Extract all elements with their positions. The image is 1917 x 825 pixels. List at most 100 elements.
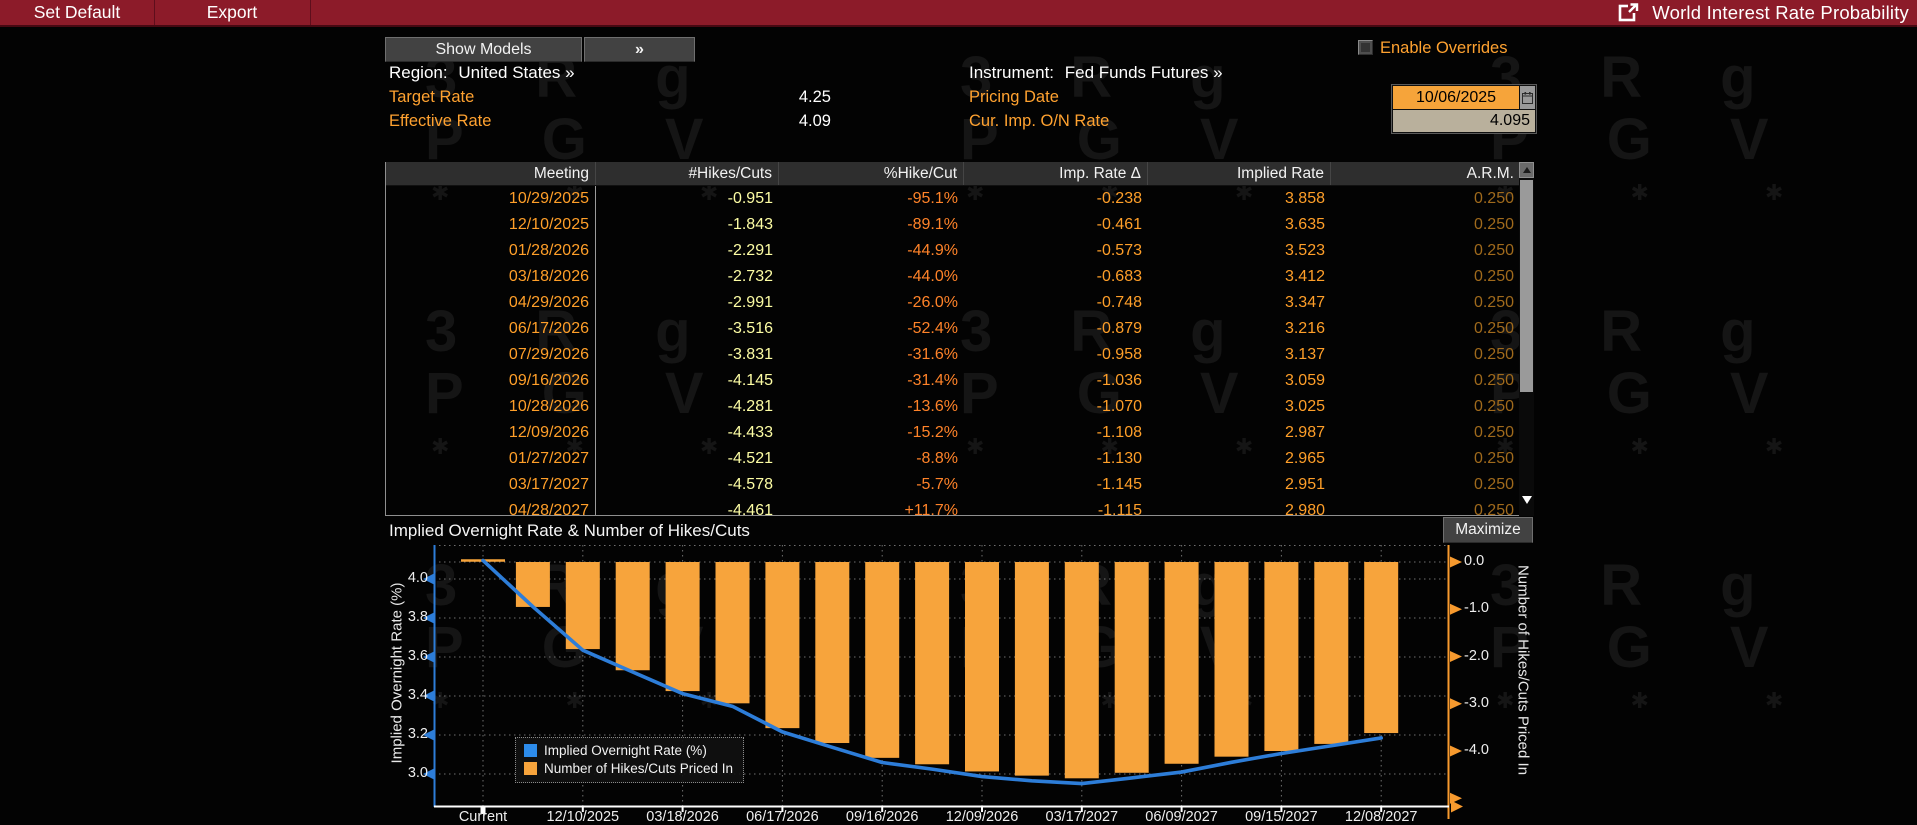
column-header-imp-rate-delta[interactable]: Imp. Rate Δ <box>964 162 1148 185</box>
hikes-cuts-bar[interactable] <box>515 562 550 607</box>
hikes-cuts-bar[interactable] <box>915 562 950 765</box>
table-row[interactable]: 03/17/2027 -4.578 -5.7% -1.145 2.951 0.250 <box>386 472 1534 498</box>
show-models-button[interactable]: Show Models <box>385 37 582 62</box>
hikes-cuts-bar[interactable] <box>1364 562 1399 734</box>
hikes-cuts-bar[interactable] <box>1164 562 1199 764</box>
instrument-label: Instrument: <box>969 63 1055 82</box>
cell-meeting: 12/09/2026 <box>386 420 596 446</box>
cell-meeting: 07/29/2026 <box>386 342 596 368</box>
legend-item-implied-rate: Implied Overnight Rate (%) <box>524 743 733 758</box>
right-axis-tick-arrow-icon <box>1450 745 1462 757</box>
cell-pct-hike-cut: -31.4% <box>907 372 958 389</box>
cell-arm: 0.250 <box>1473 502 1514 516</box>
cell-arm: 0.250 <box>1473 398 1514 415</box>
column-header-pct-hike-cut[interactable]: %Hike/Cut <box>779 162 964 185</box>
table-row[interactable]: 12/09/2026 -4.433 -15.2% -1.108 2.987 0.250 <box>386 420 1534 446</box>
cell-hikes-cuts: -4.461 <box>727 502 773 516</box>
cell-imp-rate-delta: -0.683 <box>1096 268 1142 285</box>
cell-hikes-cuts: -2.732 <box>727 268 773 285</box>
table-row[interactable]: 03/18/2026 -2.732 -44.0% -0.683 3.412 0.250 <box>386 264 1534 290</box>
left-axis-tick-arrow-icon <box>423 612 434 624</box>
hikes-cuts-bar[interactable] <box>1014 562 1049 776</box>
hikes-cuts-bar[interactable] <box>865 562 900 758</box>
column-header-hikes-cuts[interactable]: #Hikes/Cuts <box>596 162 779 185</box>
bar-series-swatch-icon <box>524 762 537 775</box>
expand-models-button[interactable]: » <box>584 37 695 62</box>
table-row[interactable]: 10/29/2025 -0.951 -95.1% -0.238 3.858 0.250 <box>386 186 1534 212</box>
cell-arm: 0.250 <box>1473 372 1514 389</box>
override-inputs <box>1391 84 1537 134</box>
pricing-date-input[interactable] <box>1393 86 1519 109</box>
x-axis-tick: 09/16/2026 <box>845 809 919 825</box>
table-body: 10/29/2025 -0.951 -95.1% -0.238 3.858 0.250 12… <box>386 186 1534 516</box>
hikes-cuts-bar[interactable] <box>1214 562 1249 757</box>
hikes-cuts-bar[interactable] <box>765 562 800 729</box>
cell-arm: 0.250 <box>1473 242 1514 259</box>
right-axis-tick-arrow-icon <box>1450 792 1462 804</box>
maximize-button[interactable]: Maximize <box>1443 517 1533 543</box>
table-row[interactable]: 01/27/2027 -4.521 -8.8% -1.130 2.965 0.250 <box>386 446 1534 472</box>
table-row[interactable]: 01/28/2026 -2.291 -44.9% -0.573 3.523 0.250 <box>386 238 1534 264</box>
hikes-cuts-bar[interactable] <box>665 562 700 692</box>
cell-meeting: 10/28/2026 <box>386 394 596 420</box>
hikes-cuts-bar[interactable] <box>715 562 750 704</box>
table-scrollbar[interactable] <box>1519 162 1534 516</box>
left-axis-tick-arrow-icon <box>423 651 434 663</box>
implied-rate-line[interactable] <box>481 558 1384 786</box>
export-button[interactable]: Export <box>206 2 258 22</box>
enable-overrides-checkbox[interactable] <box>1358 40 1373 55</box>
cur-imp-rate-input[interactable] <box>1393 110 1535 132</box>
cell-pct-hike-cut: -13.6% <box>907 398 958 415</box>
hikes-cuts-bar[interactable] <box>1114 562 1149 773</box>
hikes-cuts-bar[interactable] <box>1264 562 1299 751</box>
table-row[interactable]: 12/10/2025 -1.843 -89.1% -0.461 3.635 0.250 <box>386 212 1534 238</box>
region-value[interactable]: United States » <box>458 63 575 82</box>
hikes-cuts-bar[interactable] <box>815 562 850 744</box>
hikes-cuts-bar[interactable] <box>615 562 650 671</box>
table-row[interactable]: 09/16/2026 -4.145 -31.4% -1.036 3.059 0.250 <box>386 368 1534 394</box>
hikes-cuts-bar[interactable] <box>965 562 999 772</box>
cell-hikes-cuts: -3.831 <box>727 346 773 363</box>
x-axis-tick: 03/17/2027 <box>1045 809 1119 825</box>
instrument-value[interactable]: Fed Funds Futures » <box>1064 63 1223 82</box>
cell-arm: 0.250 <box>1473 190 1514 207</box>
table-row[interactable]: 10/28/2026 -4.281 -13.6% -1.070 3.025 0.250 <box>386 394 1534 420</box>
cell-meeting: 06/17/2026 <box>386 316 596 342</box>
hikes-cuts-bar[interactable] <box>1314 562 1349 744</box>
column-header-meeting[interactable]: Meeting <box>386 162 596 185</box>
table-row[interactable]: 04/29/2026 -2.991 -26.0% -0.748 3.347 0.250 <box>386 290 1534 316</box>
scrollbar-thumb[interactable] <box>1520 180 1533 392</box>
set-default-button[interactable]: Set Default <box>33 2 121 22</box>
left-axis-tick: 3.8 <box>407 609 428 625</box>
hikes-cuts-bar[interactable] <box>1064 562 1099 779</box>
x-axis-tick: 12/10/2025 <box>546 809 620 825</box>
hikes-cuts-bar[interactable] <box>565 562 600 650</box>
scroll-down-icon[interactable] <box>1522 496 1532 504</box>
cell-arm: 0.250 <box>1473 450 1514 467</box>
external-link-icon[interactable] <box>1618 2 1639 23</box>
left-axis-tick-arrow-icon <box>423 573 434 585</box>
cell-implied-rate: 2.987 <box>1284 424 1325 441</box>
cell-pct-hike-cut: -52.4% <box>907 320 958 337</box>
toolbar-divider <box>310 0 311 25</box>
table-row[interactable]: 04/28/2027 -4.461 +11.7% -1.115 2.980 0.250 <box>386 498 1534 516</box>
left-axis-tick-arrow-icon <box>423 729 434 741</box>
toolbar-divider <box>154 0 155 25</box>
instrument-selector[interactable]: Instrument: Fed Funds Futures » <box>969 63 1223 83</box>
cell-hikes-cuts: -1.843 <box>727 216 773 233</box>
right-axis-title: Number of Hikes/Cuts Priced In <box>1514 564 1532 776</box>
table-row[interactable]: 07/29/2026 -3.831 -31.6% -0.958 3.137 0.250 <box>386 342 1534 368</box>
table-row[interactable]: 06/17/2026 -3.516 -52.4% -0.879 3.216 0.250 <box>386 316 1534 342</box>
target-rate-value: 4.25 <box>798 88 831 106</box>
legend-label: Implied Overnight Rate (%) <box>544 743 707 758</box>
calendar-icon[interactable] <box>1520 86 1535 109</box>
right-axis-tick: -2.0 <box>1464 647 1489 664</box>
region-selector[interactable]: Region: United States » <box>389 63 575 83</box>
cell-imp-rate-delta: -0.958 <box>1096 346 1142 363</box>
enable-overrides-label: Enable Overrides <box>1380 39 1508 57</box>
scroll-up-icon[interactable] <box>1519 162 1534 178</box>
column-header-implied-rate[interactable]: Implied Rate <box>1148 162 1331 185</box>
column-header-arm[interactable]: A.R.M. <box>1466 165 1514 182</box>
right-axis-tick-arrow-icon <box>1450 651 1462 662</box>
rate-chart-plot[interactable] <box>423 545 1463 819</box>
